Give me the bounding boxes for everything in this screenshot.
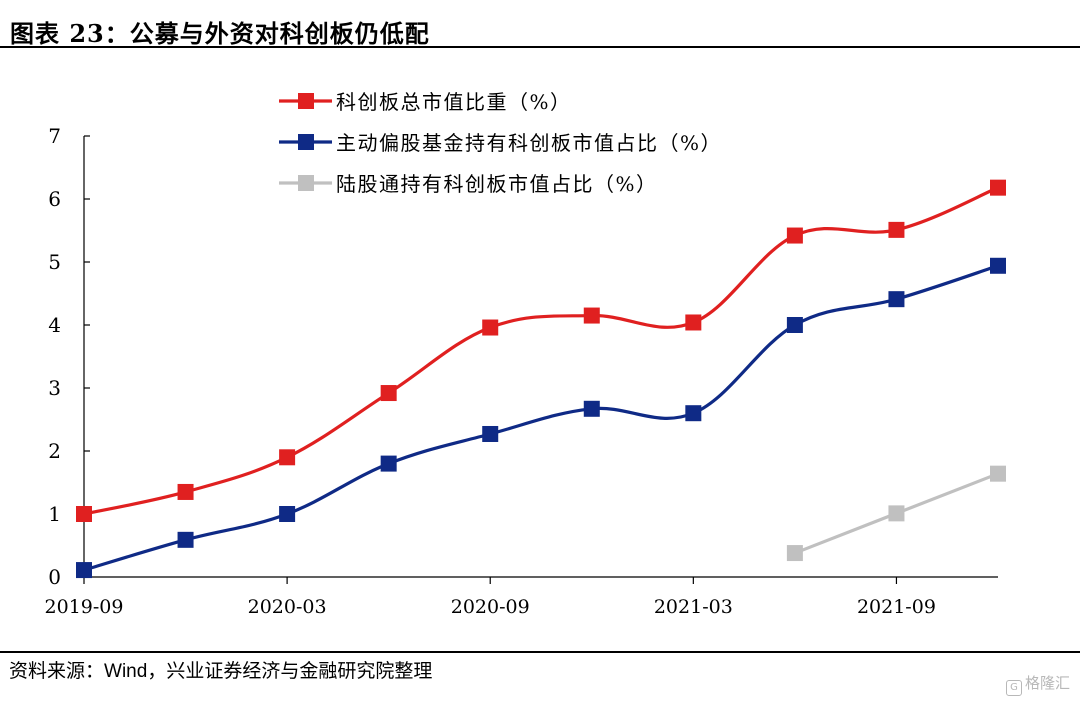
data-point-marker (380, 455, 397, 472)
source-suffix: ，兴业证券经济与金融研究院整理 (147, 660, 433, 682)
data-point-marker (786, 317, 803, 333)
source-note: 资料来源：Wind，兴业证券经济与金融研究院整理 (9, 656, 432, 683)
series-line (83, 264, 999, 572)
data-point-marker (990, 179, 1006, 196)
data-point-marker (888, 505, 905, 522)
series-line (83, 186, 999, 516)
data-point-marker (583, 307, 600, 324)
data-point-marker (279, 506, 296, 522)
legend-marker (298, 175, 314, 191)
data-point-marker (685, 314, 702, 331)
legend: 科创板总市值比重（%） 主动偏股基金持有科创板市值占比（%） 陆股通持有科创板市值占… (279, 90, 722, 196)
legend-marker (298, 93, 314, 109)
legend-marker (298, 134, 314, 150)
data-point-marker (482, 425, 499, 442)
data-point-marker (685, 405, 702, 422)
data-point-marker (380, 385, 397, 402)
series-group (786, 465, 1006, 562)
watermark-text: 格隆汇 (1024, 674, 1070, 692)
data-point-marker (990, 465, 1006, 482)
series-group (76, 257, 1006, 579)
source-wind: Wind (104, 661, 148, 682)
footer-rule (0, 651, 1080, 653)
data-point-marker (177, 483, 194, 500)
series-layer (76, 179, 1006, 579)
x-tick-label: 2019-09 (45, 596, 124, 618)
source-prefix: 资料来源： (9, 660, 105, 682)
legend-label: 主动偏股基金持有科创板市值占比（%） (336, 131, 722, 155)
data-point-marker (888, 291, 905, 308)
y-tick-label: 3 (48, 376, 61, 400)
y-tick-label: 6 (48, 187, 61, 211)
x-tick-label: 2020-03 (248, 596, 327, 618)
data-point-marker (990, 257, 1006, 274)
title-bar: 图表 23：公募与外资对科创板仍低配 (0, 0, 1080, 50)
y-tick-label: 4 (48, 313, 61, 337)
title-rule (0, 46, 1080, 48)
watermark: G 格隆汇 (1005, 672, 1070, 696)
line-chart: 0 1 2 3 4 5 6 7 2019-09 2020-03 2020-09 2021-03 2021… (45, 90, 1006, 618)
data-point-marker (583, 400, 600, 417)
series-group (76, 179, 1006, 522)
x-tick-label: 2021-09 (857, 596, 936, 618)
x-tick-label: 2021-03 (654, 596, 733, 618)
x-tick-label: 2020-09 (451, 596, 530, 618)
watermark-logo-icon: G (1005, 680, 1022, 696)
legend-label: 科创板总市值比重（%） (336, 90, 572, 114)
axes: 0 1 2 3 4 5 6 7 2019-09 2020-03 2020-09 2021-03 2021… (45, 124, 998, 618)
y-tick-label: 2 (48, 439, 61, 463)
legend-label: 陆股通持有科创板市值占比（%） (336, 172, 658, 196)
data-point-marker (786, 227, 803, 244)
data-point-marker (279, 449, 296, 466)
y-tick-label: 1 (48, 502, 61, 526)
data-point-marker (177, 531, 194, 548)
y-tick-label: 7 (48, 124, 61, 148)
data-point-marker (76, 562, 92, 579)
data-point-marker (888, 221, 905, 238)
y-tick-label: 0 (48, 565, 61, 589)
data-point-marker (76, 506, 92, 522)
figure-title: 图表 23：公募与外资对科创板仍低配 (10, 19, 430, 48)
data-point-marker (786, 545, 803, 562)
y-tick-label: 5 (48, 250, 61, 274)
data-point-marker (482, 319, 499, 336)
